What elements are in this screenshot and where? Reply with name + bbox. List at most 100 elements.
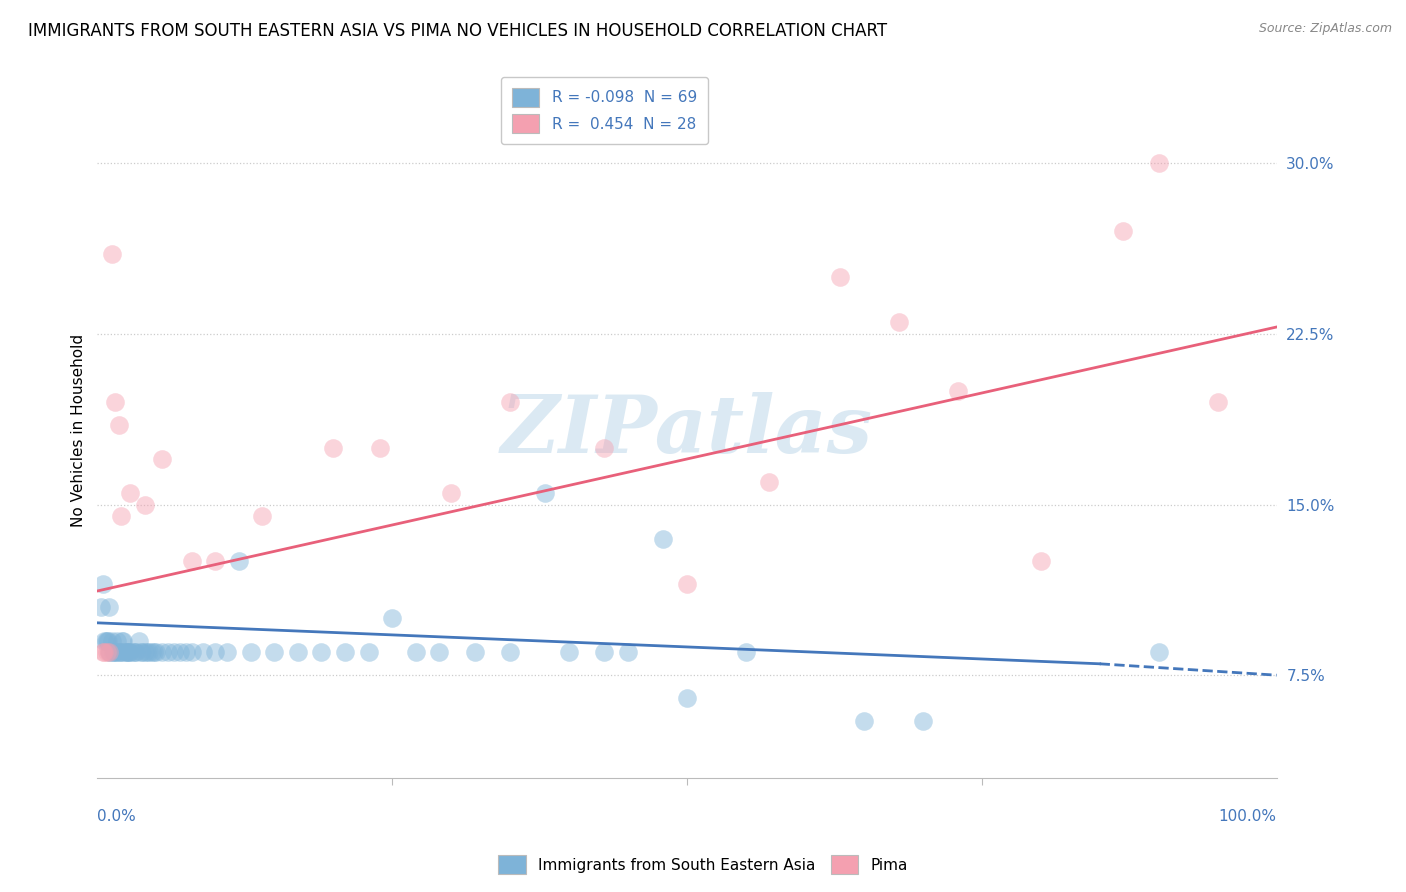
Point bbox=[381, 611, 404, 625]
Point bbox=[120, 486, 142, 500]
Point bbox=[239, 645, 262, 659]
Point bbox=[558, 645, 581, 659]
Point bbox=[97, 634, 120, 648]
Point bbox=[131, 645, 153, 659]
Point bbox=[499, 395, 522, 409]
Point bbox=[98, 645, 121, 659]
Point bbox=[94, 634, 117, 648]
Point bbox=[96, 645, 118, 659]
Point bbox=[180, 554, 202, 568]
Point bbox=[370, 441, 392, 455]
Legend: Immigrants from South Eastern Asia, Pima: Immigrants from South Eastern Asia, Pima bbox=[492, 849, 914, 880]
Point bbox=[105, 634, 128, 648]
Point bbox=[91, 577, 114, 591]
Point bbox=[98, 645, 121, 659]
Point bbox=[499, 645, 522, 659]
Point bbox=[129, 645, 152, 659]
Text: 0.0%: 0.0% bbox=[97, 809, 136, 824]
Point bbox=[946, 384, 969, 398]
Point bbox=[107, 417, 129, 432]
Point bbox=[852, 714, 875, 728]
Point bbox=[120, 645, 142, 659]
Point bbox=[104, 645, 127, 659]
Point bbox=[593, 441, 616, 455]
Point bbox=[105, 645, 128, 659]
Point bbox=[1147, 645, 1170, 659]
Point bbox=[228, 554, 250, 568]
Point bbox=[1029, 554, 1052, 568]
Point bbox=[107, 645, 129, 659]
Point bbox=[322, 441, 344, 455]
Point bbox=[311, 645, 333, 659]
Point bbox=[145, 645, 167, 659]
Point bbox=[889, 316, 911, 330]
Point bbox=[93, 634, 115, 648]
Point bbox=[534, 486, 557, 500]
Point bbox=[287, 645, 309, 659]
Point bbox=[193, 645, 215, 659]
Point bbox=[111, 634, 134, 648]
Point bbox=[735, 645, 758, 659]
Point bbox=[115, 645, 138, 659]
Point bbox=[93, 645, 115, 659]
Point bbox=[357, 645, 380, 659]
Point bbox=[617, 645, 640, 659]
Point bbox=[104, 395, 127, 409]
Point bbox=[96, 634, 118, 648]
Point bbox=[1147, 156, 1170, 170]
Point bbox=[98, 599, 121, 614]
Point bbox=[110, 645, 132, 659]
Point bbox=[427, 645, 450, 659]
Text: 100.0%: 100.0% bbox=[1219, 809, 1277, 824]
Point bbox=[1112, 224, 1135, 238]
Point bbox=[174, 645, 197, 659]
Point bbox=[134, 645, 156, 659]
Point bbox=[830, 269, 852, 284]
Point bbox=[98, 645, 121, 659]
Point bbox=[150, 645, 173, 659]
Point bbox=[676, 690, 699, 705]
Point bbox=[138, 645, 160, 659]
Point bbox=[440, 486, 463, 500]
Point bbox=[110, 508, 132, 523]
Point bbox=[180, 645, 202, 659]
Point bbox=[169, 645, 191, 659]
Text: IMMIGRANTS FROM SOUTH EASTERN ASIA VS PIMA NO VEHICLES IN HOUSEHOLD CORRELATION : IMMIGRANTS FROM SOUTH EASTERN ASIA VS PI… bbox=[28, 22, 887, 40]
Point bbox=[464, 645, 486, 659]
Point bbox=[117, 645, 139, 659]
Point bbox=[652, 532, 675, 546]
Point bbox=[90, 599, 112, 614]
Point bbox=[676, 577, 699, 591]
Point bbox=[593, 645, 616, 659]
Point bbox=[135, 645, 157, 659]
Point bbox=[333, 645, 356, 659]
Legend: R = -0.098  N = 69, R =  0.454  N = 28: R = -0.098 N = 69, R = 0.454 N = 28 bbox=[501, 78, 707, 144]
Text: ZIPatlas: ZIPatlas bbox=[501, 392, 873, 469]
Point bbox=[204, 645, 226, 659]
Point bbox=[114, 645, 136, 659]
Point bbox=[758, 475, 780, 489]
Point bbox=[263, 645, 285, 659]
Point bbox=[112, 634, 135, 648]
Point bbox=[204, 554, 226, 568]
Point bbox=[405, 645, 427, 659]
Point bbox=[91, 645, 114, 659]
Point bbox=[252, 508, 274, 523]
Point bbox=[134, 498, 156, 512]
Point bbox=[114, 645, 136, 659]
Point bbox=[215, 645, 238, 659]
Y-axis label: No Vehicles in Household: No Vehicles in Household bbox=[72, 334, 86, 527]
Text: Source: ZipAtlas.com: Source: ZipAtlas.com bbox=[1258, 22, 1392, 36]
Point bbox=[103, 645, 125, 659]
Point bbox=[157, 645, 180, 659]
Point bbox=[118, 645, 141, 659]
Point bbox=[128, 634, 150, 648]
Point bbox=[141, 645, 163, 659]
Point bbox=[101, 645, 124, 659]
Point bbox=[108, 645, 131, 659]
Point bbox=[125, 645, 148, 659]
Point bbox=[1206, 395, 1229, 409]
Point bbox=[121, 645, 143, 659]
Point bbox=[150, 452, 173, 467]
Point bbox=[100, 247, 122, 261]
